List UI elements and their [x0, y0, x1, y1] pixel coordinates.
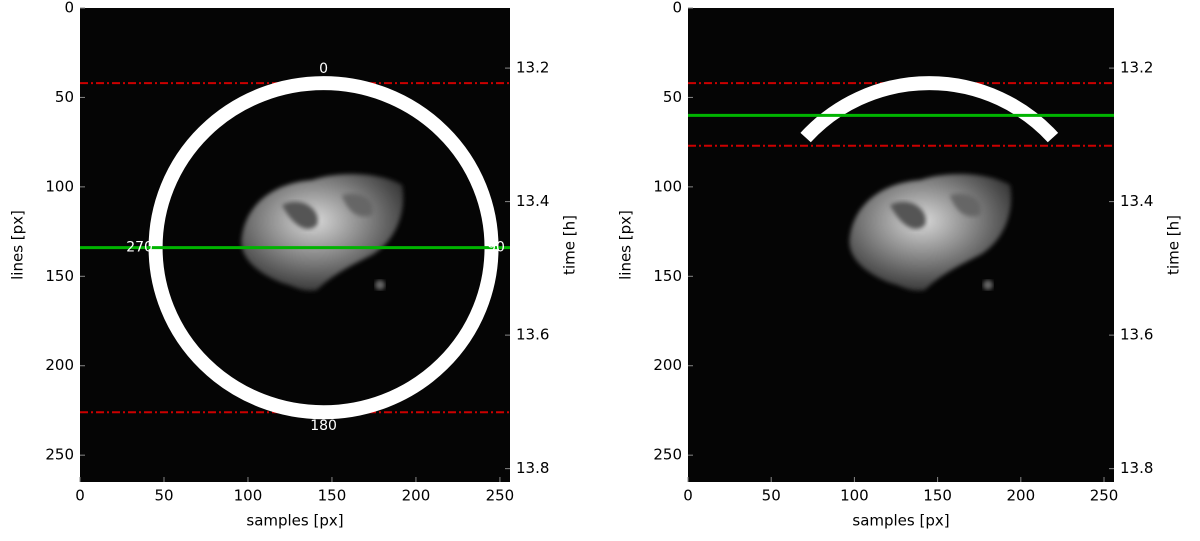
y-tick-label: 100	[45, 177, 74, 195]
angle-label: 0	[319, 61, 328, 77]
ring-arc	[800, 76, 1059, 143]
x-tick-label: 200	[1006, 487, 1035, 505]
y2-tick-label: 13.6	[516, 326, 549, 344]
y-tick-label: 100	[653, 177, 682, 195]
y2-tick-label: 13.6	[1120, 326, 1153, 344]
y2-axis-label: time [h]	[561, 215, 579, 275]
x-axis-label: samples [px]	[246, 512, 343, 530]
x-tick-label: 250	[486, 487, 515, 505]
y-tick-label: 0	[672, 0, 682, 17]
y2-tick-label: 13.2	[516, 59, 549, 77]
y-tick-label: 250	[45, 446, 74, 464]
x-tick-label: 0	[75, 487, 85, 505]
angle-label: 90	[487, 240, 505, 256]
x-tick-label: 200	[402, 487, 431, 505]
x-axis-label: samples [px]	[852, 512, 949, 530]
y-tick-label: 150	[45, 267, 74, 285]
y2-tick-label: 13.2	[1120, 59, 1153, 77]
x-tick-label: 50	[762, 487, 781, 505]
y-tick-label: 150	[653, 267, 682, 285]
y-tick-label: 50	[55, 88, 74, 106]
y2-tick-label: 13.8	[516, 459, 549, 477]
panel: 0 50 100 150 200 250 0 50 100 150 200 250 13.2 13.4 13…	[617, 0, 1183, 530]
x-tick-label: 50	[154, 487, 173, 505]
y-tick-label: 50	[663, 88, 682, 106]
y-tick-label: 200	[45, 356, 74, 374]
y-axis-label: lines [px]	[617, 210, 635, 280]
angle-label: 270	[126, 240, 153, 256]
y-axis-label: lines [px]	[9, 210, 27, 280]
x-tick-label: 150	[318, 487, 347, 505]
x-tick-label: 150	[923, 487, 952, 505]
y2-axis-label: time [h]	[1165, 215, 1183, 275]
angle-label: 180	[310, 418, 337, 434]
x-tick-label: 0	[683, 487, 693, 505]
y2-tick-label: 13.4	[516, 192, 549, 210]
x-tick-label: 100	[840, 487, 869, 505]
y-tick-label: 200	[653, 356, 682, 374]
y2-tick-label: 13.8	[1120, 459, 1153, 477]
y2-tick-label: 13.4	[1120, 192, 1153, 210]
x-tick-label: 100	[234, 487, 263, 505]
y-tick-label: 0	[64, 0, 74, 17]
x-tick-label: 250	[1090, 487, 1119, 505]
y-tick-label: 250	[653, 446, 682, 464]
